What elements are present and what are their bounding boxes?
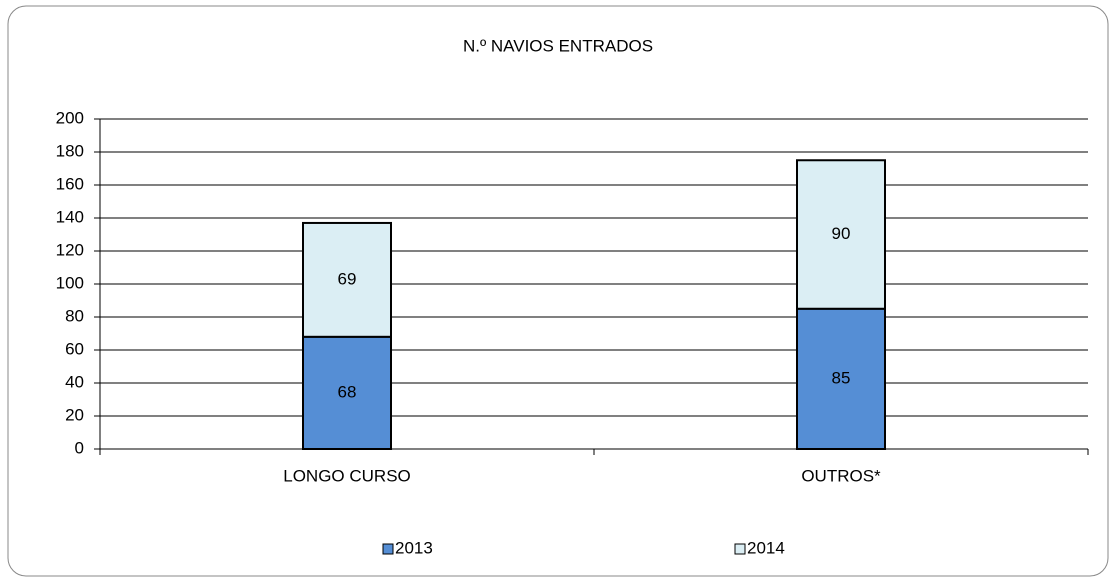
y-tick-label: 100 — [56, 273, 84, 292]
data-label: 85 — [832, 368, 851, 387]
chart-frame — [7, 5, 1109, 577]
y-tick-label: 40 — [65, 372, 84, 391]
legend-swatch — [734, 543, 746, 555]
y-tick-label: 60 — [65, 339, 84, 358]
data-label: 69 — [338, 269, 357, 288]
y-tick-label: 20 — [65, 405, 84, 424]
y-tick-label: 200 — [56, 108, 84, 127]
data-label: 90 — [832, 224, 851, 243]
y-tick-label: 120 — [56, 240, 84, 259]
data-label: 68 — [338, 382, 357, 401]
chart-title: N.º NAVIOS ENTRADOS — [463, 36, 653, 55]
bar-segment — [302, 335, 392, 450]
y-tick-label: 160 — [56, 174, 84, 193]
x-tick-label: OUTROS* — [801, 466, 881, 485]
bar-segment — [302, 221, 392, 338]
bar-segment — [796, 159, 886, 310]
y-tick-label: 0 — [75, 438, 84, 457]
legend-label: 2013 — [395, 538, 433, 557]
y-tick-label: 180 — [56, 141, 84, 160]
y-tick-label: 80 — [65, 306, 84, 325]
bar-segment — [796, 307, 886, 450]
legend-swatch — [382, 543, 394, 555]
x-tick-label: LONGO CURSO — [283, 466, 411, 485]
legend-label: 2014 — [747, 538, 785, 557]
y-tick-label: 140 — [56, 207, 84, 226]
